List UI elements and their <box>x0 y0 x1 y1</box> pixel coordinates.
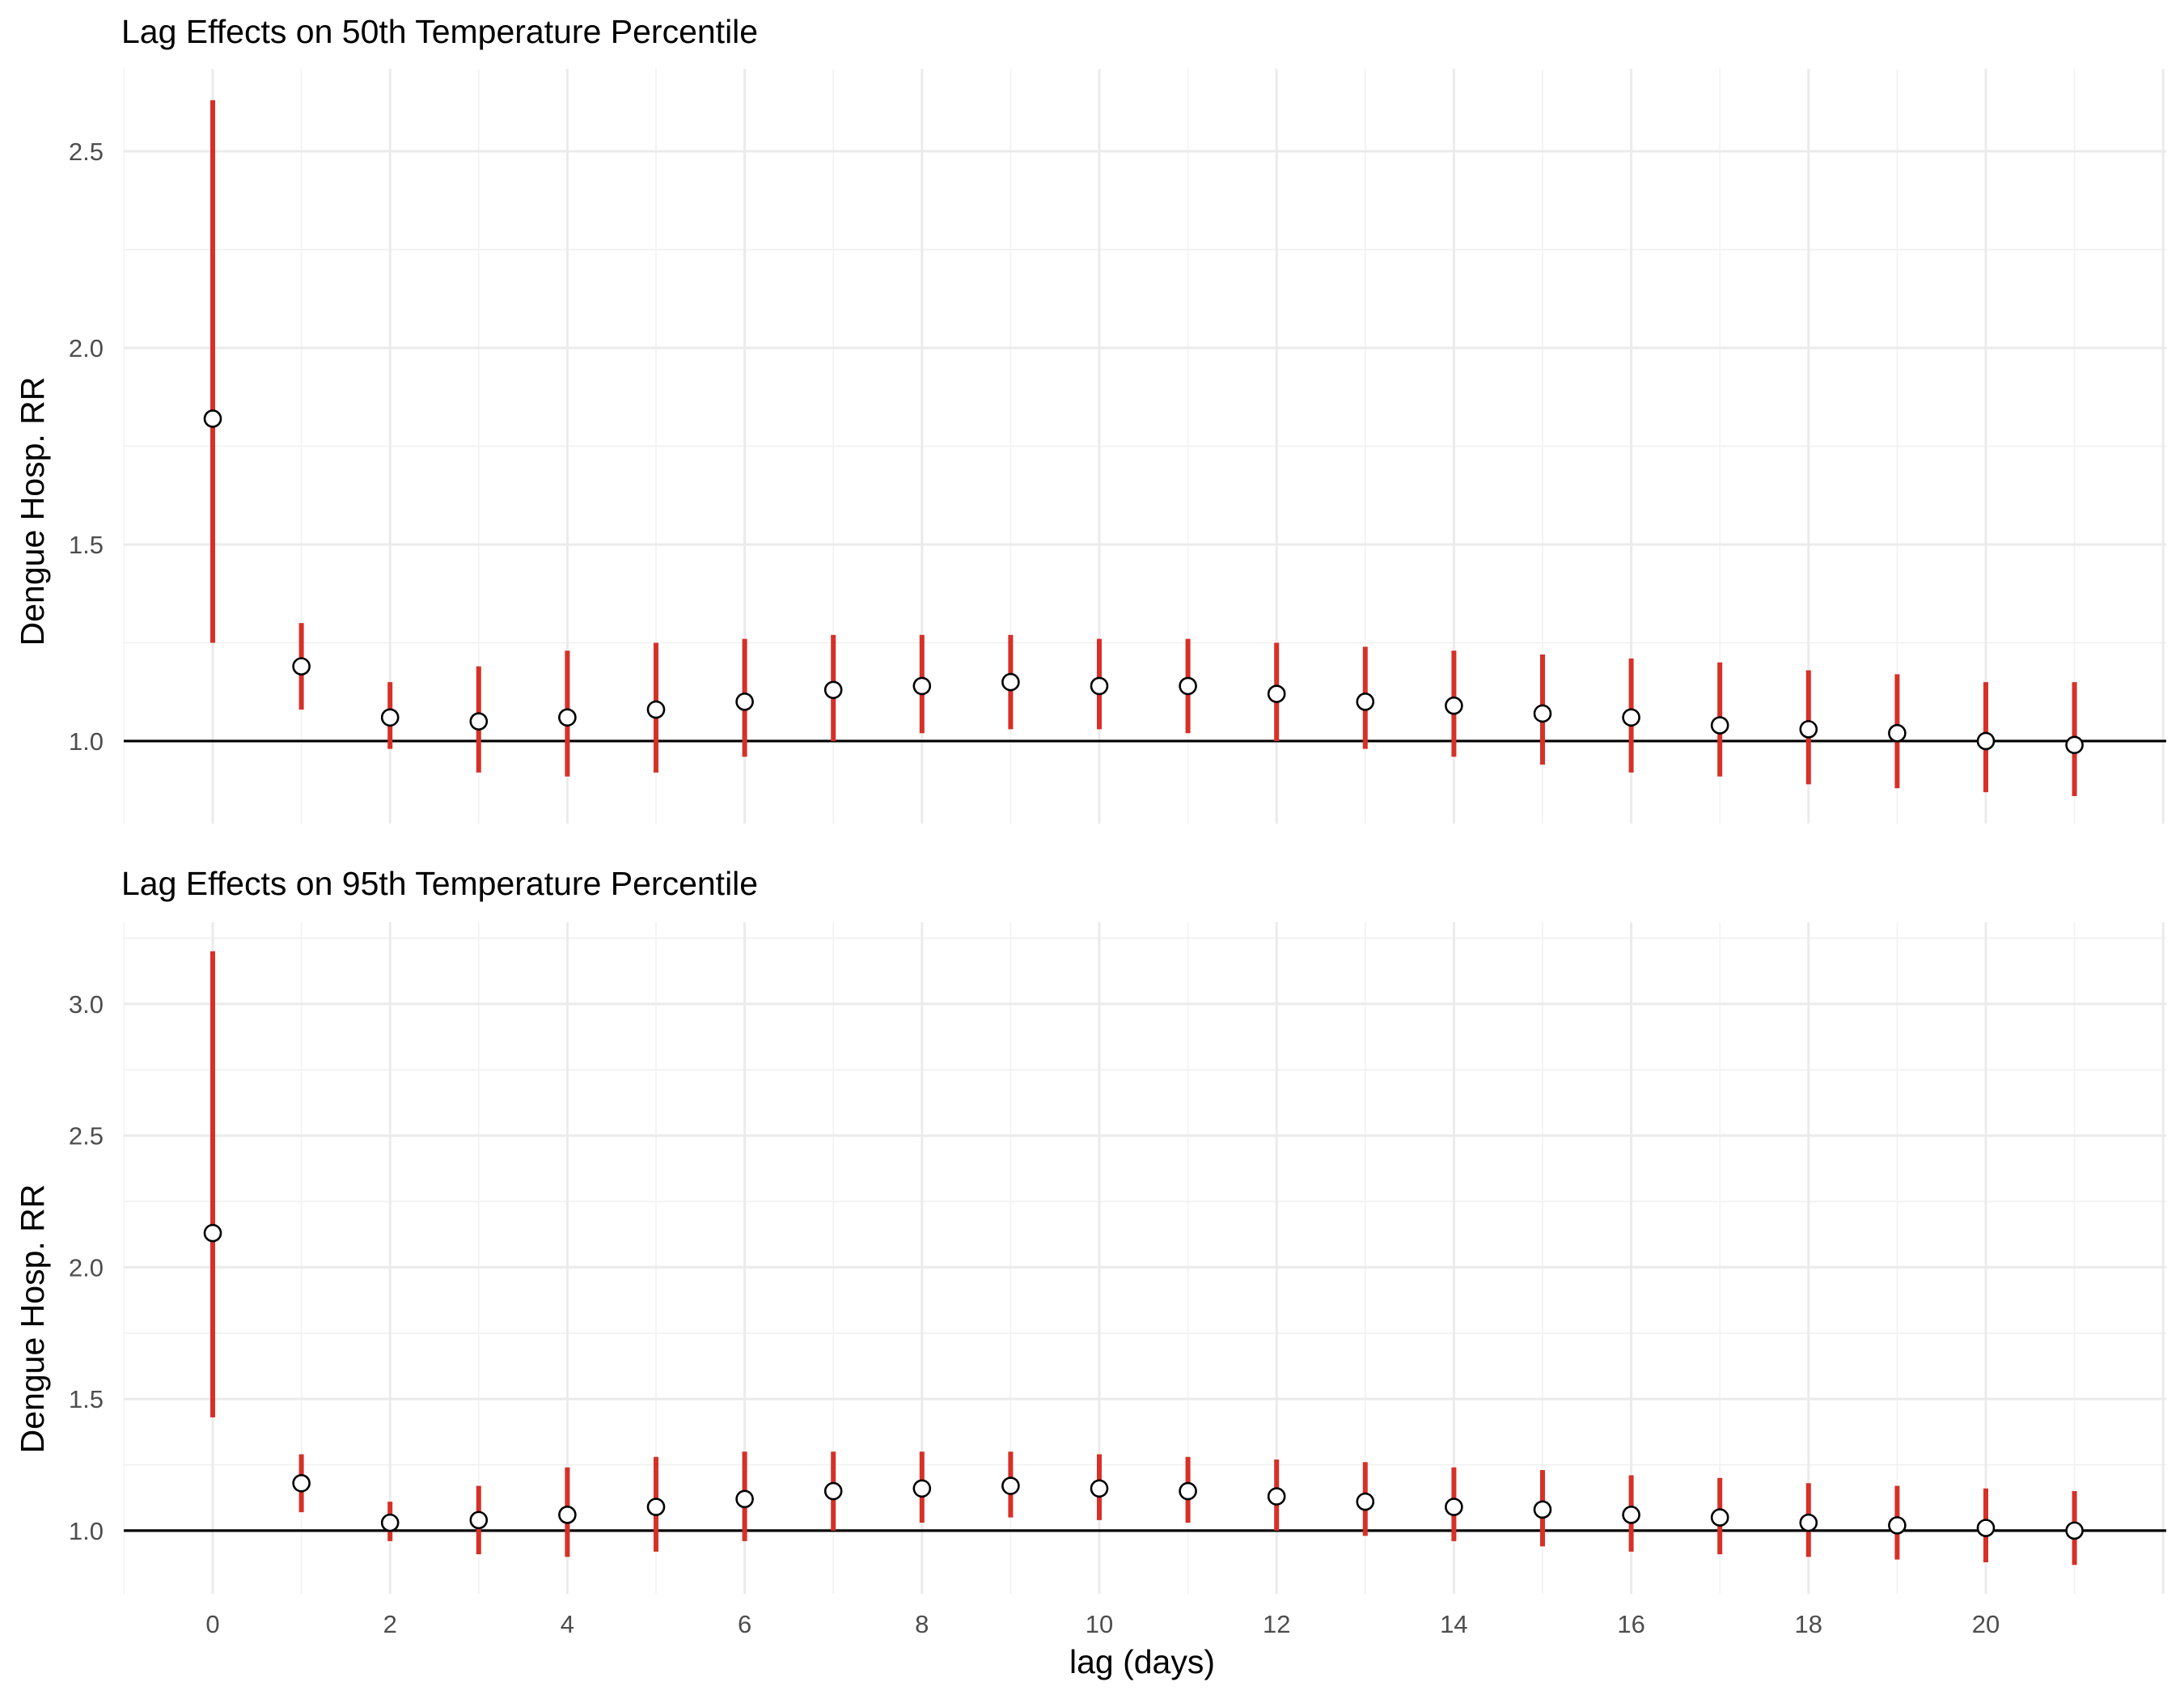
x-axis-label: lag (days) <box>1069 1643 1215 1680</box>
x-tick-label: 18 <box>1795 1610 1822 1638</box>
p50-y-tick-label: 2.0 <box>69 334 104 362</box>
p50-estimate-point-lag-21 <box>2065 735 2084 755</box>
p50-estimate-point-lag-10 <box>1090 676 1109 696</box>
p95-estimate-point-lag-5 <box>646 1498 666 1516</box>
p95-estimate-point-lag-6 <box>735 1489 754 1509</box>
p50-estimate-point-lag-2 <box>380 708 400 727</box>
p95-estimate-point-lag-7 <box>823 1481 843 1501</box>
x-tick-label: 14 <box>1440 1610 1467 1638</box>
p50-estimate-point-lag-5 <box>646 700 666 719</box>
p95-estimate-point-lag-10 <box>1090 1479 1109 1498</box>
p50-estimate-point-lag-14 <box>1445 696 1463 715</box>
p50-estimate-point-lag-7 <box>823 680 843 700</box>
p50-estimate-point-lag-0 <box>203 409 222 428</box>
p50-estimate-point-lag-20 <box>1976 731 1996 751</box>
p95-estimate-point-lag-18 <box>1799 1513 1818 1532</box>
p95-estimate-point-lag-12 <box>1267 1487 1286 1506</box>
p50-estimate-point-lag-1 <box>292 657 311 676</box>
p50-estimate-point-lag-4 <box>558 708 577 727</box>
p95-y-tick-label: 1.0 <box>69 1517 104 1545</box>
x-tick-label: 6 <box>738 1610 751 1638</box>
panel-50th-y-axis-label: Dengue Hosp. RR <box>14 377 51 646</box>
p50-estimate-point-lag-3 <box>469 712 489 731</box>
p50-y-tick-label: 2.5 <box>69 138 104 166</box>
p95-y-tick-label: 3.0 <box>69 990 104 1019</box>
p95-estimate-point-lag-2 <box>380 1513 400 1532</box>
p95-estimate-point-lag-4 <box>558 1506 577 1524</box>
p95-estimate-point-lag-19 <box>1888 1516 1907 1535</box>
p95-estimate-point-lag-21 <box>2065 1521 2084 1540</box>
p95-estimate-point-lag-3 <box>469 1510 489 1530</box>
p95-estimate-point-lag-11 <box>1179 1481 1197 1501</box>
p50-y-tick-label: 1.5 <box>69 531 104 559</box>
p95-y-tick-label: 1.5 <box>69 1385 104 1413</box>
p95-estimate-point-lag-17 <box>1710 1508 1729 1527</box>
x-tick-label: 10 <box>1086 1610 1113 1638</box>
x-tick-label: 2 <box>383 1610 397 1638</box>
x-tick-label: 12 <box>1263 1610 1290 1638</box>
p95-y-tick-label: 2.0 <box>69 1253 104 1282</box>
p50-estimate-point-lag-15 <box>1533 704 1552 723</box>
p50-estimate-point-lag-12 <box>1267 684 1286 703</box>
p95-estimate-point-lag-20 <box>1976 1519 1996 1537</box>
p50-estimate-point-lag-17 <box>1710 716 1729 735</box>
p95-y-tick-label: 2.5 <box>69 1122 104 1150</box>
p50-estimate-point-lag-6 <box>735 693 754 711</box>
p95-estimate-point-lag-0 <box>203 1223 222 1243</box>
panel-50th-title: Lag Effects on 50th Temperature Percenti… <box>121 13 758 50</box>
x-tick-label: 0 <box>205 1610 219 1638</box>
panel-50th-percentile: Lag Effects on 50th Temperature Percenti… <box>14 13 2166 824</box>
p50-estimate-point-lag-9 <box>1001 672 1020 692</box>
p95-estimate-point-lag-16 <box>1622 1506 1640 1524</box>
p50-estimate-point-lag-16 <box>1622 708 1640 727</box>
p50-estimate-point-lag-13 <box>1356 693 1375 711</box>
p50-estimate-point-lag-11 <box>1179 676 1197 696</box>
p95-estimate-point-lag-8 <box>912 1479 932 1498</box>
p50-estimate-point-lag-8 <box>912 676 932 696</box>
panel-95th-y-axis-label: Dengue Hosp. RR <box>14 1184 51 1454</box>
p50-y-tick-label: 1.0 <box>69 727 104 756</box>
p95-estimate-point-lag-15 <box>1533 1500 1552 1519</box>
p95-estimate-point-lag-14 <box>1445 1498 1463 1516</box>
x-tick-label: 4 <box>561 1610 574 1638</box>
p50-estimate-point-lag-19 <box>1888 723 1907 743</box>
x-tick-label: 20 <box>1972 1610 2000 1638</box>
x-tick-label: 16 <box>1617 1610 1644 1638</box>
p95-estimate-point-lag-9 <box>1001 1477 1020 1495</box>
panel-95th-title: Lag Effects on 95th Temperature Percenti… <box>121 865 758 902</box>
p95-estimate-point-lag-13 <box>1356 1492 1375 1511</box>
p95-gridlines <box>123 922 2166 1594</box>
p95-estimate-point-lag-1 <box>292 1473 311 1493</box>
p50-gridlines <box>123 69 2166 824</box>
panel-95th-percentile: Lag Effects on 95th Temperature Percenti… <box>14 865 2166 1680</box>
x-tick-label: 8 <box>915 1610 929 1638</box>
p50-estimate-point-lag-18 <box>1799 720 1818 739</box>
